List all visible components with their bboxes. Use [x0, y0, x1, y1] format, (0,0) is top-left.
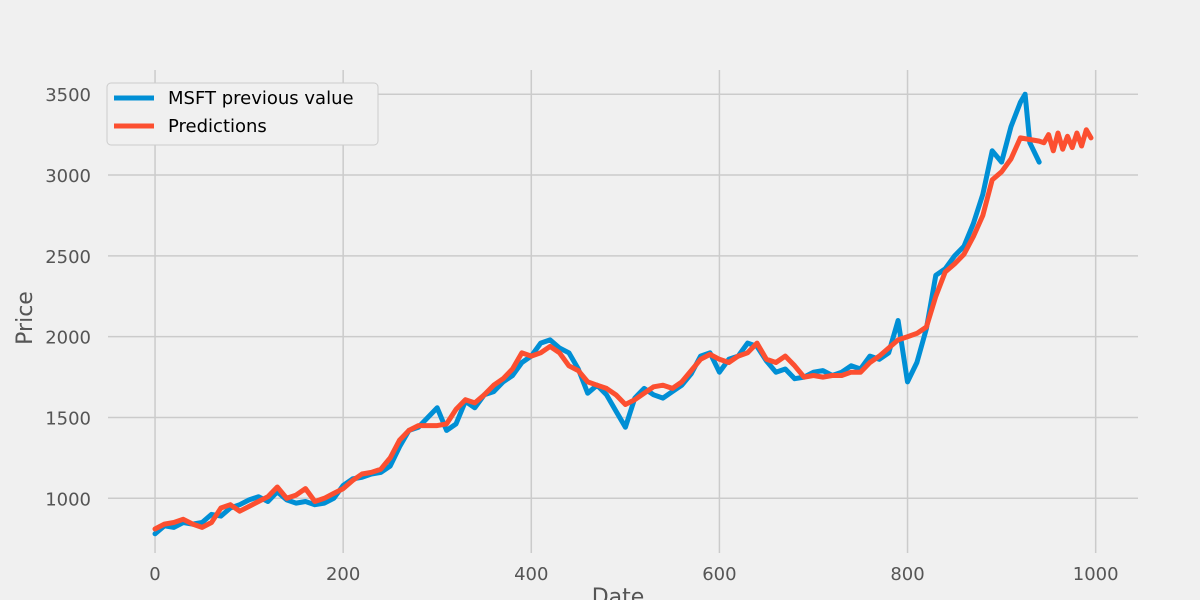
y-axis-title: Price — [13, 291, 38, 345]
tick-labels: 0 200 400 600 800 1000 1000 1500 2000 2500 3000 350… — [45, 85, 1118, 585]
x-tick-label: 400 — [514, 564, 548, 585]
x-tick-label: 0 — [149, 564, 160, 585]
x-tick-label: 200 — [326, 564, 360, 585]
series-lines — [155, 94, 1091, 534]
legend: MSFT previous value Predictions — [107, 83, 378, 145]
y-tick-label: 3500 — [45, 85, 91, 106]
y-tick-label: 1000 — [45, 489, 91, 510]
y-tick-label: 2500 — [45, 247, 91, 268]
series-line-msft — [155, 94, 1039, 534]
legend-label-msft: MSFT previous value — [168, 88, 354, 109]
y-tick-label: 3000 — [45, 166, 91, 187]
y-tick-label: 1500 — [45, 408, 91, 429]
x-tick-label: 600 — [702, 564, 736, 585]
x-tick-label: 800 — [890, 564, 924, 585]
legend-label-predictions: Predictions — [168, 116, 267, 137]
series-line-predictions — [155, 130, 1091, 529]
x-axis-title: Date — [592, 585, 645, 600]
y-tick-label: 2000 — [45, 328, 91, 349]
x-tick-label: 1000 — [1073, 564, 1119, 585]
